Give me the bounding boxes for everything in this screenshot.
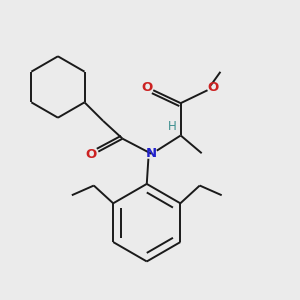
- Text: O: O: [142, 80, 153, 94]
- Text: O: O: [85, 148, 97, 161]
- Text: O: O: [208, 80, 219, 94]
- Text: H: H: [168, 120, 177, 133]
- Text: N: N: [146, 147, 157, 161]
